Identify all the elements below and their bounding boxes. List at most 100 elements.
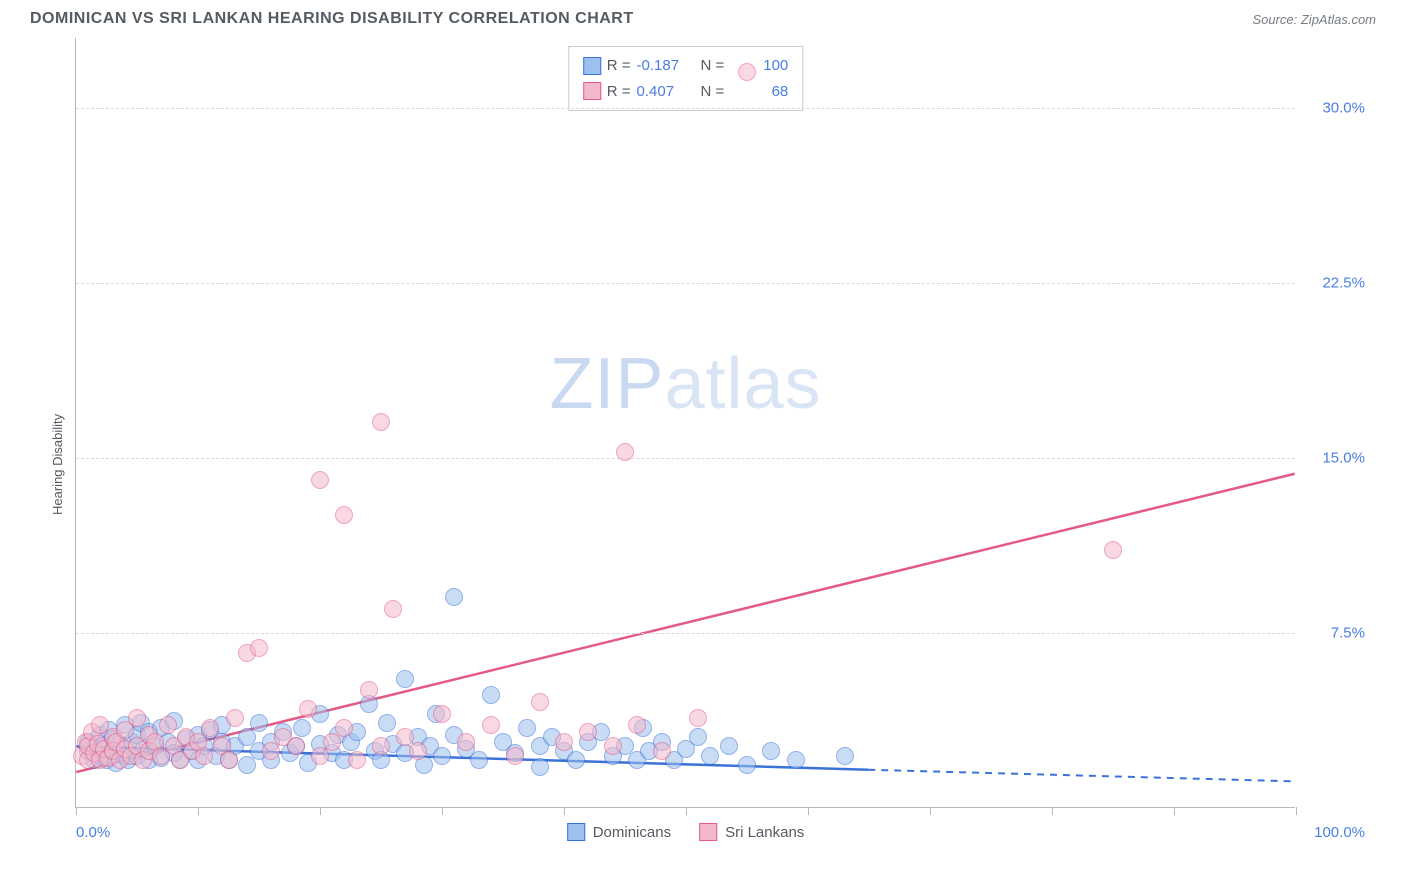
gridline <box>76 283 1295 284</box>
x-tick <box>1052 807 1053 815</box>
data-point <box>701 747 719 765</box>
legend-row: R =0.407N =68 <box>583 79 789 105</box>
y-tick-label: 7.5% <box>1331 625 1365 642</box>
data-point <box>384 600 402 618</box>
data-point <box>433 705 451 723</box>
y-axis-label: Hearing Disability <box>50 414 65 515</box>
data-point <box>470 751 488 769</box>
legend-n-label: N = <box>701 53 725 79</box>
data-point <box>128 709 146 727</box>
data-point <box>836 747 854 765</box>
legend-r-value: -0.187 <box>637 53 695 79</box>
x-tick <box>686 807 687 815</box>
x-tick <box>442 807 443 815</box>
data-point <box>616 443 634 461</box>
data-point <box>531 693 549 711</box>
data-point <box>518 719 536 737</box>
data-point <box>396 670 414 688</box>
data-point <box>335 719 353 737</box>
data-point <box>567 751 585 769</box>
data-point <box>220 751 238 769</box>
series-name: Sri Lankans <box>725 824 804 841</box>
series-legend-item: Sri Lankans <box>699 823 804 841</box>
trend-line-extrapolated <box>868 770 1294 782</box>
data-point <box>1104 541 1122 559</box>
series-legend-item: Dominicans <box>567 823 671 841</box>
data-point <box>159 716 177 734</box>
data-point <box>604 737 622 755</box>
legend-n-label: N = <box>701 79 725 105</box>
x-tick <box>76 807 77 815</box>
data-point <box>250 639 268 657</box>
data-point <box>372 737 390 755</box>
data-point <box>335 506 353 524</box>
chart-title: DOMINICAN VS SRI LANKAN HEARING DISABILI… <box>30 10 634 28</box>
data-point <box>287 737 305 755</box>
correlation-legend: R =-0.187N =100R =0.407N =68 <box>568 46 804 111</box>
x-tick <box>320 807 321 815</box>
legend-swatch <box>699 823 717 841</box>
gridline <box>76 633 1295 634</box>
x-tick <box>564 807 565 815</box>
data-point <box>628 716 646 734</box>
data-point <box>738 63 756 81</box>
data-point <box>482 716 500 734</box>
data-point <box>689 709 707 727</box>
data-point <box>531 758 549 776</box>
data-point <box>323 733 341 751</box>
x-tick <box>1174 807 1175 815</box>
data-point <box>378 714 396 732</box>
legend-row: R =-0.187N =100 <box>583 53 789 79</box>
y-tick-label: 15.0% <box>1322 450 1365 467</box>
data-point <box>482 686 500 704</box>
data-point <box>311 471 329 489</box>
legend-r-label: R = <box>607 79 631 105</box>
series-legend: Dominicans Sri Lankans <box>567 823 805 841</box>
data-point <box>738 756 756 774</box>
data-point <box>250 714 268 732</box>
data-point <box>226 709 244 727</box>
trend-lines-layer <box>76 38 1295 807</box>
data-point <box>195 747 213 765</box>
data-point <box>238 756 256 774</box>
watermark: ZIPatlas <box>549 343 821 425</box>
data-point <box>262 742 280 760</box>
x-tick <box>930 807 931 815</box>
legend-n-value: 68 <box>730 79 788 105</box>
data-point <box>787 751 805 769</box>
data-point <box>372 413 390 431</box>
data-point <box>457 733 475 751</box>
data-point <box>720 737 738 755</box>
x-tick <box>1296 807 1297 815</box>
gridline <box>76 458 1295 459</box>
data-point <box>445 588 463 606</box>
data-point <box>348 751 366 769</box>
data-point <box>762 742 780 760</box>
legend-r-value: 0.407 <box>637 79 695 105</box>
legend-swatch <box>583 82 601 100</box>
x-tick <box>198 807 199 815</box>
plot-area: ZIPatlas R =-0.187N =100R =0.407N =68 He… <box>75 38 1295 808</box>
data-point <box>299 700 317 718</box>
data-point <box>360 681 378 699</box>
legend-r-label: R = <box>607 53 631 79</box>
x-axis-max-label: 100.0% <box>1314 824 1365 841</box>
source-attribution: Source: ZipAtlas.com <box>1252 12 1376 27</box>
data-point <box>433 747 451 765</box>
y-tick-label: 22.5% <box>1322 275 1365 292</box>
gridline <box>76 108 1295 109</box>
legend-swatch <box>583 57 601 75</box>
y-tick-label: 30.0% <box>1322 100 1365 117</box>
data-point <box>653 742 671 760</box>
data-point <box>293 719 311 737</box>
x-axis-min-label: 0.0% <box>76 824 110 841</box>
data-point <box>311 747 329 765</box>
data-point <box>689 728 707 746</box>
series-name: Dominicans <box>593 824 671 841</box>
data-point <box>555 733 573 751</box>
data-point <box>409 742 427 760</box>
data-point <box>506 747 524 765</box>
data-point <box>201 719 219 737</box>
data-point <box>579 723 597 741</box>
x-tick <box>808 807 809 815</box>
